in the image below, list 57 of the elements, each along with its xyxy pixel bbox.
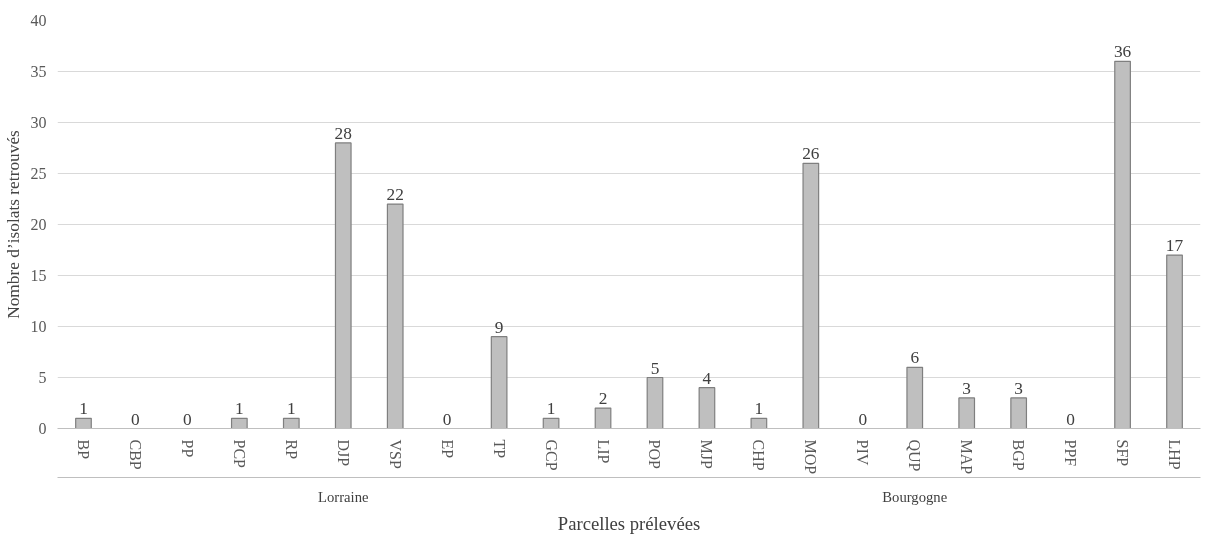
- text: Bourgogne: [882, 488, 948, 505]
- x-tick-label: PPF: [1062, 439, 1080, 467]
- x-tick-label: QUP: [906, 439, 924, 472]
- y-tick-label: 30: [30, 114, 47, 131]
- data-label: 1: [546, 399, 556, 419]
- data-label: 2: [598, 389, 608, 409]
- y-tick-label: 25: [30, 165, 47, 182]
- y-tick-label: 0: [38, 420, 47, 437]
- y-tick-label: 40: [30, 12, 47, 29]
- data-label: 0: [1066, 409, 1075, 429]
- x-tick-label: EP: [438, 439, 456, 459]
- data-label: 6: [910, 348, 920, 368]
- x-axis-title: Parcelles prélevées: [557, 512, 701, 534]
- x-tick-label: MJP: [698, 439, 716, 469]
- x-tick-label: MAP: [958, 439, 976, 475]
- data-label: 0: [131, 409, 140, 429]
- y-axis-title: Nombre d’isolats retrouvés: [3, 129, 23, 319]
- x-tick-label: BP: [74, 439, 92, 460]
- x-tick-label: SFP: [1114, 439, 1132, 467]
- x-tick-label: PCP: [230, 439, 248, 469]
- data-label: 3: [962, 378, 972, 398]
- data-label: 36: [1113, 42, 1132, 62]
- y-tick-label: 15: [30, 267, 47, 284]
- x-tick-label: LHP: [1166, 439, 1184, 470]
- data-label: 22: [386, 185, 404, 205]
- x-tick-label: BGP: [1010, 439, 1028, 471]
- text: Lorraine: [318, 488, 369, 505]
- data-label: 0: [858, 409, 868, 429]
- x-tick-label: DJP: [334, 439, 352, 467]
- data-label: 0: [183, 409, 192, 429]
- x-tick-label: POP: [646, 439, 664, 469]
- data-label: 1: [286, 399, 296, 419]
- data-label: 0: [442, 409, 452, 429]
- data-label: 3: [1014, 378, 1023, 398]
- x-tick-label: VSP: [386, 439, 404, 469]
- x-tick-label: MOP: [802, 439, 820, 475]
- x-tick-label: CHP: [750, 439, 768, 471]
- y-tick-label: 10: [30, 318, 47, 335]
- data-label: 1: [235, 399, 244, 419]
- data-label: 4: [702, 368, 712, 388]
- x-tick-label: GCP: [542, 439, 560, 471]
- y-tick-label: 20: [30, 216, 47, 233]
- data-label: 17: [1165, 236, 1184, 256]
- data-label: 1: [79, 399, 88, 419]
- x-tick-label: PIV: [854, 439, 872, 466]
- x-tick-label: LIP: [594, 439, 612, 464]
- x-tick-label: CBP: [126, 439, 144, 470]
- y-tick-label: 5: [38, 369, 47, 386]
- data-label: 5: [650, 358, 660, 378]
- data-label: 26: [802, 144, 820, 164]
- x-tick-label: RP: [282, 439, 300, 460]
- data-label: 9: [494, 317, 504, 337]
- data-label: 1: [754, 399, 764, 419]
- data-label: 28: [334, 123, 352, 143]
- x-tick-label: TP: [490, 439, 508, 459]
- y-tick-label: 35: [30, 63, 47, 80]
- x-tick-label: PP: [178, 439, 196, 458]
